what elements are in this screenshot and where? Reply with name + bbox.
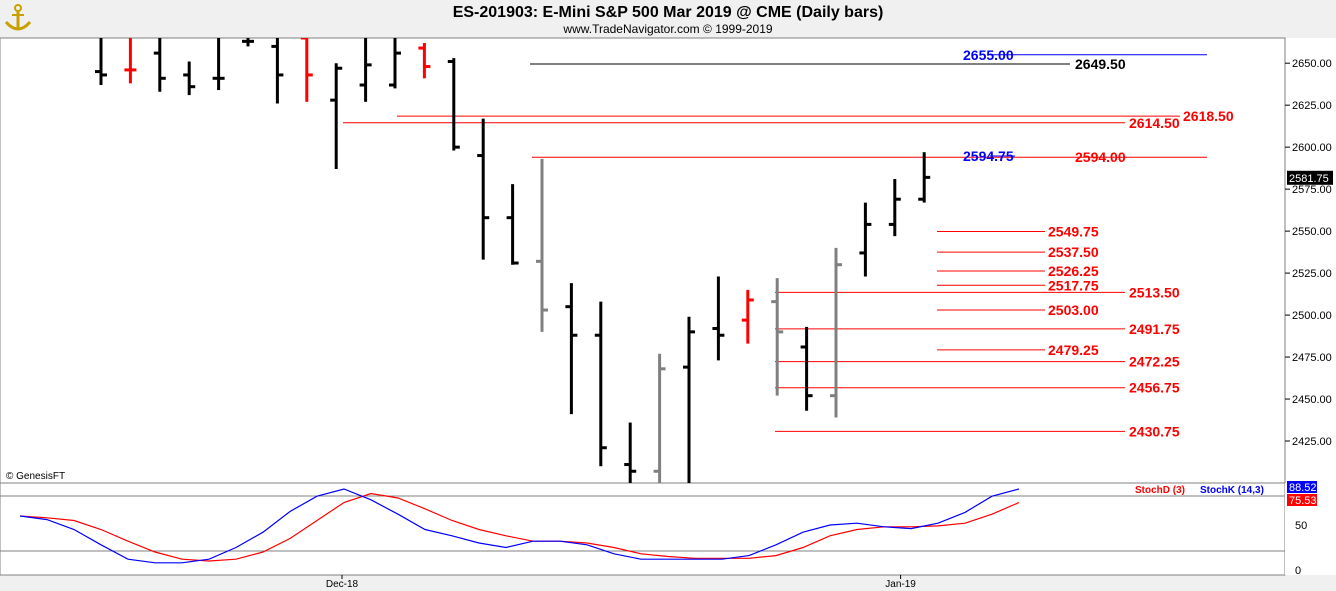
title-bar	[0, 0, 1336, 38]
stochd-line	[19, 492, 1020, 562]
chart-title: ES-201903: E-Mini S&P 500 Mar 2019 @ CME…	[453, 4, 884, 21]
price-tick-label: 2425.00	[1292, 436, 1332, 448]
ohlc-bar	[330, 63, 343, 169]
ohlc-bar	[447, 58, 460, 151]
ohlc-bar	[653, 353, 666, 483]
stochk-line	[19, 488, 1020, 564]
stoch-tick-label: 0	[1295, 565, 1301, 577]
level-label: 2649.50	[1075, 56, 1126, 72]
price-tick-label: 2625.00	[1292, 100, 1332, 112]
level-label: 2456.75	[1129, 380, 1180, 396]
chart-subtitle: www.TradeNavigator.com © 1999-2019	[562, 22, 772, 36]
ohlc-bar	[565, 283, 578, 415]
level-label: 2430.75	[1129, 423, 1180, 439]
ohlc-bar	[506, 184, 519, 265]
last-price-label: 2581.75	[1289, 173, 1329, 185]
price-tick-label: 2450.00	[1292, 394, 1332, 406]
ohlc-bar	[800, 326, 813, 411]
ohlc-bar	[418, 43, 431, 79]
price-tick-label: 2500.00	[1292, 310, 1332, 322]
price-tick-label: 2575.00	[1292, 184, 1332, 196]
ohlc-bar	[389, 38, 401, 89]
price-tick-label: 2600.00	[1292, 142, 1332, 154]
level-label: 2479.25	[1048, 342, 1099, 358]
ohlc-bar	[918, 152, 931, 203]
level-label: 2618.50	[1183, 108, 1234, 124]
ohlc-bar	[536, 158, 548, 332]
ohlc-bar	[95, 38, 107, 86]
price-axis	[1285, 38, 1336, 483]
ohlc-bar	[624, 422, 637, 483]
ohlc-bar	[594, 301, 607, 467]
level-label: 2517.75	[1048, 277, 1099, 293]
stoch-value-badge	[1287, 481, 1317, 493]
level-label: 2594.00	[1075, 149, 1126, 165]
ohlc-bar	[153, 38, 166, 92]
level-label: 2526.25	[1048, 263, 1099, 279]
stoch-value-label: 75.53	[1289, 495, 1317, 507]
ohlc-bar	[712, 276, 725, 361]
price-panel	[0, 37, 1286, 484]
legend-stochk: StochK (14,3)	[1200, 485, 1264, 496]
level-label: 2549.75	[1048, 224, 1099, 240]
level-label: 2594.75	[963, 148, 1014, 164]
level-label: 2655.00	[963, 47, 1014, 63]
price-tick-label: 2475.00	[1292, 352, 1332, 364]
level-label: 2491.75	[1129, 321, 1180, 337]
ohlc-bar	[859, 202, 872, 277]
price-tick-label: 2550.00	[1292, 226, 1332, 238]
stoch-value-label: 88.52	[1289, 482, 1317, 494]
ohlc-bar	[271, 38, 284, 104]
level-label: 2614.50	[1129, 115, 1180, 131]
level-label: 2513.50	[1129, 284, 1180, 300]
ohlc-bar	[830, 247, 842, 418]
price-tick-label: 2525.00	[1292, 268, 1332, 280]
ohlc-bar	[771, 278, 784, 396]
watermark: © GenesisFT	[6, 471, 65, 482]
date-tick-label: Dec-18	[326, 579, 359, 590]
ohlc-bar	[183, 61, 196, 96]
ohlc-bar	[888, 179, 901, 237]
ohlc-bar	[683, 316, 695, 483]
anchor-icon	[4, 4, 32, 31]
ohlc-bar	[212, 38, 225, 91]
level-label: 2472.25	[1129, 354, 1180, 370]
legend-stochd: StochD (3)	[1135, 485, 1185, 496]
ohlc-bar	[741, 289, 754, 344]
ohlc-bar	[477, 118, 490, 260]
stoch-tick-label: 50	[1295, 520, 1307, 532]
ohlc-bar	[124, 38, 137, 84]
level-label: 2537.50	[1048, 244, 1099, 260]
last-price-badge	[1287, 170, 1333, 185]
stoch-value-badge	[1287, 494, 1317, 506]
date-tick-label: Jan-19	[885, 579, 916, 590]
ohlc-bar	[300, 38, 313, 102]
ohlc-bar	[359, 38, 372, 102]
price-tick-label: 2650.00	[1292, 58, 1332, 70]
level-label: 2503.00	[1048, 302, 1099, 318]
ohlc-bar	[242, 38, 254, 47]
